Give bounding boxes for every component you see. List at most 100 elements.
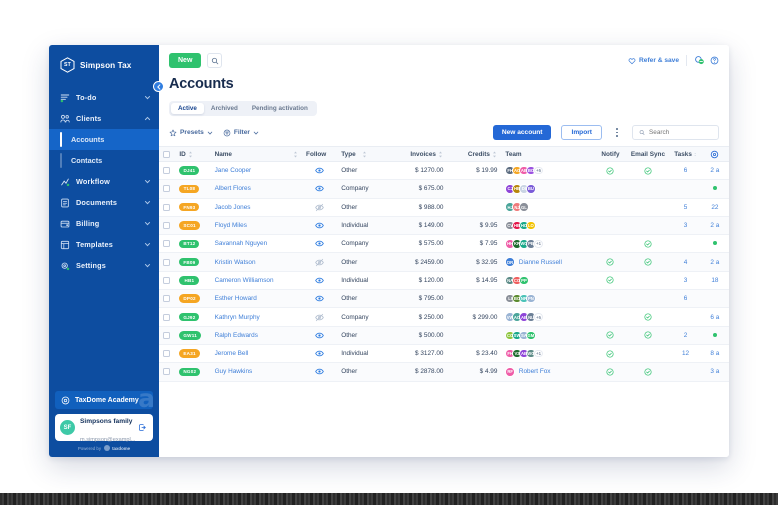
account-name-link[interactable]: Jacob Jones [214, 203, 251, 211]
sidebar-item-workflow[interactable]: Workflow [49, 171, 159, 192]
header-name[interactable]: Name [210, 146, 303, 162]
header-credits[interactable]: Credits [447, 146, 502, 162]
row-email-sync-cell[interactable] [625, 362, 671, 382]
id-badge[interactable]: GW11 [179, 331, 201, 340]
row-notify-cell[interactable] [595, 198, 626, 217]
row-email-sync-cell[interactable] [625, 326, 671, 345]
table-row[interactable]: FN93 Jacob Jones Other $ 988.00 HJ NJ GL 5 22 [159, 198, 729, 217]
new-button[interactable]: New [169, 53, 202, 68]
row-email-sync-cell[interactable] [625, 344, 671, 364]
eye-off-icon[interactable] [315, 313, 324, 322]
import-button[interactable]: Import [561, 125, 602, 140]
account-name-link[interactable]: Kathryn Murphy [214, 313, 260, 321]
table-row[interactable]: TL08 Albert Flores Company $ 675.00 CJ HB DI BU [159, 179, 729, 199]
table-row[interactable]: BT12 Savannah Nguyen Company $ 575.00 $ 7.95… [159, 234, 729, 254]
search-input[interactable] [649, 129, 712, 136]
sidebar-item-documents[interactable]: Documents [49, 192, 159, 213]
account-name-link[interactable]: Ralph Edwards [214, 331, 258, 339]
id-badge[interactable]: DJ41 [179, 166, 200, 175]
team-avatars[interactable]: CV HB HO LO [505, 220, 591, 231]
row-select-cell[interactable] [159, 216, 176, 236]
check-circle-icon[interactable] [606, 258, 614, 266]
row-tasks-cell[interactable] [670, 362, 701, 382]
row-select-cell[interactable] [159, 161, 176, 181]
row-email-sync-cell[interactable] [625, 179, 671, 199]
row-name-cell[interactable]: Kristin Watson [210, 252, 303, 272]
tab-pending-activation[interactable]: Pending activation [251, 105, 308, 112]
check-circle-icon[interactable] [644, 258, 652, 266]
table-row[interactable]: DP02 Esther Howard Other $ 795.00 LI BO NR PN 6 [159, 289, 729, 309]
help-icon[interactable] [710, 56, 719, 65]
row-checkbox[interactable] [163, 222, 170, 230]
eye-icon[interactable] [315, 276, 324, 285]
header-invoices[interactable]: Invoices [386, 146, 448, 162]
team-avatars[interactable]: FH V2 AE WO +1 [505, 348, 591, 359]
team-avatar-overflow[interactable]: +1 [533, 239, 545, 249]
account-name-link[interactable]: Jane Cooper [214, 167, 252, 175]
header-id[interactable]: ID [175, 146, 211, 162]
row-tasks-cell[interactable]: 3 [670, 271, 701, 291]
id-badge[interactable]: FN93 [179, 202, 200, 212]
eye-icon[interactable] [315, 349, 324, 358]
row-tasks-cell[interactable] [670, 179, 701, 199]
check-circle-icon[interactable] [606, 350, 614, 358]
header-select-all[interactable] [159, 146, 176, 162]
eye-icon[interactable] [315, 239, 324, 248]
new-account-button[interactable]: New account [492, 125, 552, 140]
eye-icon[interactable] [315, 294, 324, 303]
row-name-cell[interactable]: Kathryn Murphy [210, 307, 303, 327]
account-name-link[interactable]: Jerome Bell [214, 350, 249, 358]
row-follow-cell[interactable] [302, 198, 338, 217]
table-row[interactable]: SC01 Floyd Miles Individual $ 149.00 $ 9.95 C… [159, 216, 729, 236]
team-avatars[interactable]: DR Dianne Russell [505, 257, 591, 267]
tab-archived[interactable]: Archived [210, 105, 238, 112]
team-avatars[interactable]: LI BO NR PN [505, 293, 591, 304]
id-badge[interactable]: FB09 [179, 257, 200, 267]
table-row[interactable]: HB1 Cameron Williamson Individual $ 120.00 $… [159, 271, 729, 291]
table-row[interactable]: EA31 Jerome Bell Individual $ 3127.00 $ 23.4… [159, 344, 729, 364]
row-select-cell[interactable] [159, 234, 176, 254]
team-avatar-overflow[interactable]: +5 [533, 165, 545, 176]
check-circle-icon[interactable] [644, 331, 652, 339]
team-avatars[interactable]: VW AO AE NL +5 [505, 312, 591, 322]
row-checkbox[interactable] [163, 167, 170, 175]
row-follow-cell[interactable] [302, 344, 338, 364]
id-badge[interactable]: SC01 [179, 221, 200, 230]
team-avatars[interactable]: CO SW SA GM [505, 330, 591, 341]
row-notify-cell[interactable] [595, 289, 626, 309]
header-column-settings[interactable] [700, 146, 729, 162]
row-team-cell[interactable]: CV HB HO LO [501, 216, 596, 236]
row-name-cell[interactable]: Guy Hawkins [210, 362, 303, 382]
row-email-sync-cell[interactable] [625, 307, 671, 327]
row-select-cell[interactable] [159, 344, 176, 364]
row-checkbox[interactable] [163, 203, 170, 211]
search-box[interactable] [632, 125, 719, 140]
row-email-sync-cell[interactable] [625, 234, 671, 254]
eye-icon[interactable] [315, 221, 324, 230]
check-circle-icon[interactable] [606, 368, 614, 376]
eye-icon[interactable] [315, 367, 324, 376]
sidebar-item-accounts[interactable]: Accounts [49, 129, 159, 150]
sidebar-item-contacts[interactable]: Contacts [49, 150, 159, 171]
global-search-button[interactable] [207, 53, 223, 68]
brand-logo[interactable]: ST Simpson Tax [49, 45, 159, 83]
row-name-cell[interactable]: Ralph Edwards [210, 326, 303, 345]
row-team-cell[interactable]: HH KR WO PE +1 [501, 234, 596, 254]
row-checkbox[interactable] [163, 313, 170, 321]
team-avatar-overflow[interactable]: +5 [533, 312, 545, 322]
filter-dropdown[interactable]: Filter [223, 129, 259, 137]
row-tasks-cell[interactable] [670, 234, 701, 254]
row-notify-cell[interactable] [595, 252, 626, 272]
row-name-cell[interactable]: Albert Flores [210, 179, 303, 199]
id-badge[interactable]: TL08 [179, 184, 200, 194]
table-row[interactable]: GJ92 Kathryn Murphy Company $ 250.00 $ 299.0… [159, 307, 729, 327]
row-checkbox[interactable] [163, 368, 170, 376]
account-name-link[interactable]: Albert Flores [214, 185, 251, 193]
account-name-link[interactable]: Guy Hawkins [214, 368, 253, 376]
row-notify-cell[interactable] [595, 307, 626, 327]
team-avatars[interactable]: RF Robert Fox [505, 367, 591, 377]
sidebar-item-templates[interactable]: Templates [49, 234, 159, 255]
row-team-cell[interactable]: FH V2 AE WO +1 [501, 344, 596, 364]
eye-icon[interactable] [315, 166, 324, 175]
gift-icon[interactable] [694, 55, 705, 66]
